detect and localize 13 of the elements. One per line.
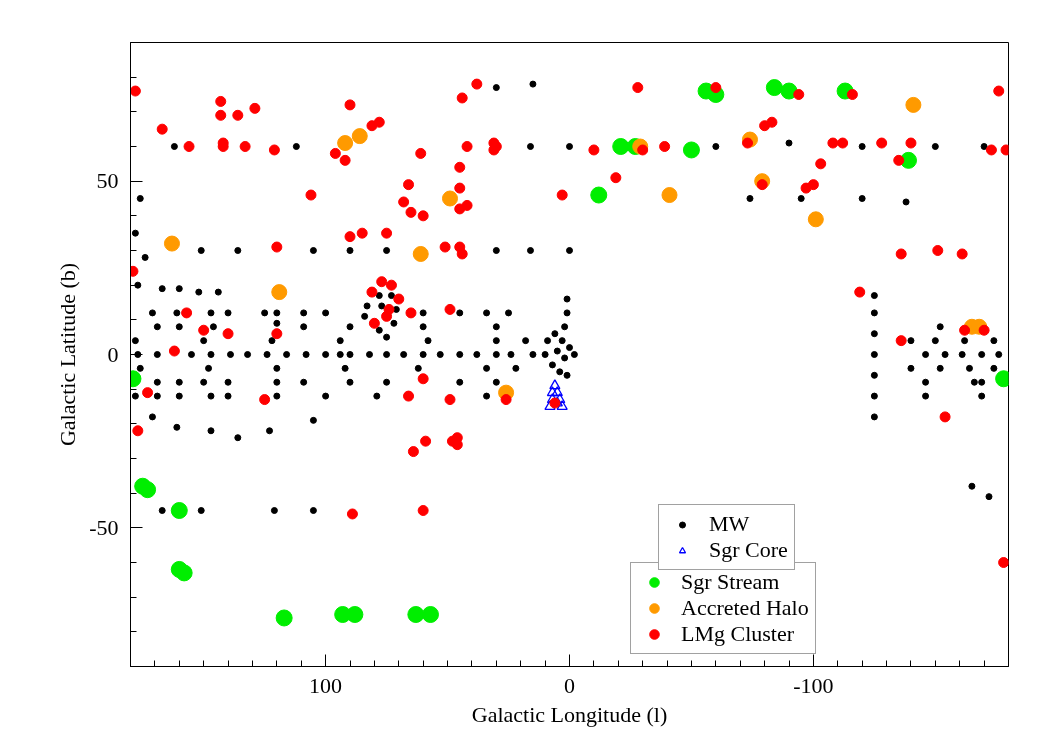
legend-label: Accreted Halo bbox=[681, 595, 809, 621]
x-axis-title: Galactic Longitude (l) bbox=[471, 701, 668, 727]
legend-label: LMg Cluster bbox=[681, 621, 795, 647]
y-axis-title: Galactic Latitude (b) bbox=[55, 262, 81, 447]
y-tick-label: 50 bbox=[96, 168, 119, 194]
x-tick-label: 100 bbox=[309, 672, 343, 698]
legend-label: MW bbox=[709, 511, 750, 537]
x-tick-label: 0 bbox=[564, 672, 575, 698]
legend-label: Sgr Core bbox=[709, 537, 788, 563]
y-tick-label: 0 bbox=[107, 341, 119, 367]
y-tick-label: -50 bbox=[89, 514, 119, 540]
legend-label: Sgr Stream bbox=[681, 569, 780, 595]
x-tick-label: -100 bbox=[793, 672, 834, 698]
